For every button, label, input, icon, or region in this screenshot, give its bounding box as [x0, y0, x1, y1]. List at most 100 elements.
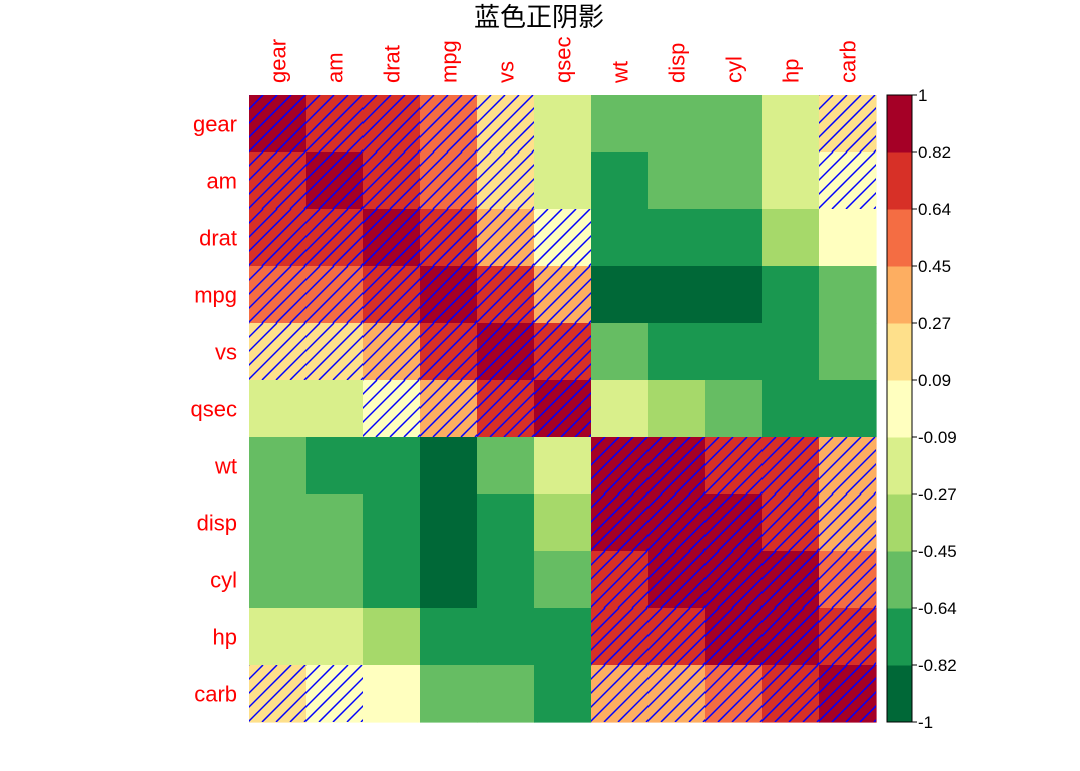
hatch-vs-mpg: [420, 323, 477, 380]
hatch-line: [403, 305, 420, 323]
hatch-line: [705, 665, 734, 695]
hatch-line: [774, 562, 819, 608]
heatmap-cell-disp-drat: [363, 494, 421, 552]
hatch-line: [546, 220, 591, 266]
heatmap-cell-wt-qsec: [534, 437, 592, 495]
heatmap-cell-drat-mpg: [420, 209, 478, 267]
heatmap-cell-mpg-wt: [591, 266, 649, 324]
hatch-line: [332, 120, 363, 152]
hatch-line: [503, 405, 534, 437]
hatch-am-carb: [819, 152, 876, 209]
hatch-line: [603, 562, 648, 608]
hatch-line: [261, 334, 306, 380]
hatch-line: [503, 291, 534, 323]
colorbar-segment: [887, 494, 912, 552]
hatch-qsec-mpg: [420, 380, 477, 437]
heatmap-cell-carb-wt: [591, 665, 649, 723]
hatch-line: [788, 690, 819, 722]
hatch-line: [534, 380, 563, 410]
hatch-line: [306, 665, 363, 722]
hatch-line: [249, 266, 278, 296]
hatch-line: [249, 665, 292, 709]
hatch-line: [517, 248, 534, 266]
heatmap-cells: [249, 95, 877, 723]
heatmap-cell-vs-drat: [363, 323, 421, 381]
hatch-line: [477, 95, 534, 152]
heatmap-cell-vs-gear: [249, 323, 307, 381]
heatmap-cell-vs-disp: [648, 323, 706, 381]
heatmap-cell-mpg-drat: [363, 266, 421, 324]
hatch-mpg-vs: [477, 266, 534, 323]
heatmap-cell-am-cyl: [705, 152, 763, 210]
hatch-line: [306, 209, 321, 225]
hatch-line: [819, 95, 876, 152]
hatch-line: [688, 647, 705, 665]
colorbar-segment: [887, 551, 912, 609]
hatch-vs-gear: [249, 323, 306, 380]
hatch-hp-carb: [819, 608, 876, 665]
hatch-line: [705, 437, 762, 494]
hatch-line: [762, 494, 777, 510]
heatmap-cell-wt-carb: [819, 437, 877, 495]
hatch-line: [249, 665, 264, 681]
hatch-line: [306, 266, 335, 296]
hatch-line: [477, 209, 534, 266]
hatch-line: [420, 152, 463, 196]
hatch-line: [389, 405, 420, 437]
hatch-am-gear: [249, 152, 306, 209]
heatmap-cell-am-gear: [249, 152, 307, 210]
hatch-line: [275, 348, 306, 380]
hatch-line: [859, 590, 876, 608]
heatmap-cell-cyl-drat: [363, 551, 421, 609]
heatmap-cell-wt-cyl: [705, 437, 763, 495]
hatch-line: [477, 209, 520, 253]
hatch-line: [403, 419, 420, 437]
row-label-drat: drat: [199, 226, 237, 251]
hatch-line: [648, 665, 663, 681]
hatch-line: [503, 177, 534, 209]
colorbar-tick-label: -1: [918, 713, 933, 732]
hatch-line: [460, 191, 477, 209]
heatmap-cell-drat-vs: [477, 209, 535, 267]
hatch-line: [774, 505, 819, 551]
hatch-line: [503, 120, 534, 152]
hatch-hp-hp: [762, 608, 819, 665]
hatch-line: [249, 152, 264, 168]
hatch-line: [660, 619, 705, 665]
hatch-line: [859, 191, 876, 209]
hatch-qsec-drat: [363, 380, 420, 437]
heatmap-cell-qsec-disp: [648, 380, 706, 438]
hatch-line: [249, 209, 278, 239]
hatch-line: [603, 676, 648, 722]
hatch-line: [477, 95, 520, 139]
hatch-line: [688, 704, 705, 722]
hatch-line: [762, 437, 805, 481]
hatch-line: [306, 209, 363, 266]
hatch-line: [477, 323, 506, 353]
hatch-line: [318, 334, 363, 380]
hatch-line: [705, 494, 748, 538]
hatch-hp-cyl: [705, 608, 762, 665]
hatch-line: [574, 248, 591, 266]
heatmap-cell-gear-disp: [648, 95, 706, 153]
heatmap-cell-mpg-hp: [762, 266, 820, 324]
hatch-line: [819, 152, 848, 182]
hatch-line: [420, 380, 435, 396]
hatch-line: [831, 676, 876, 722]
hatch-line: [534, 266, 563, 296]
hatch-line: [318, 106, 363, 152]
hatch-line: [477, 152, 492, 168]
hatch-line: [489, 334, 534, 380]
hatch-line: [477, 209, 492, 225]
hatch-line: [346, 704, 363, 722]
hatch-line: [574, 362, 591, 380]
hatch-hp-wt: [591, 608, 648, 665]
hatch-line: [489, 163, 534, 209]
heatmap-cell-gear-carb: [819, 95, 877, 153]
hatch-line: [845, 690, 876, 722]
hatch-line: [477, 323, 534, 380]
hatch-line: [648, 608, 663, 624]
hatch-line: [332, 291, 363, 323]
heatmap-cell-wt-disp: [648, 437, 706, 495]
hatch-line: [363, 95, 392, 125]
